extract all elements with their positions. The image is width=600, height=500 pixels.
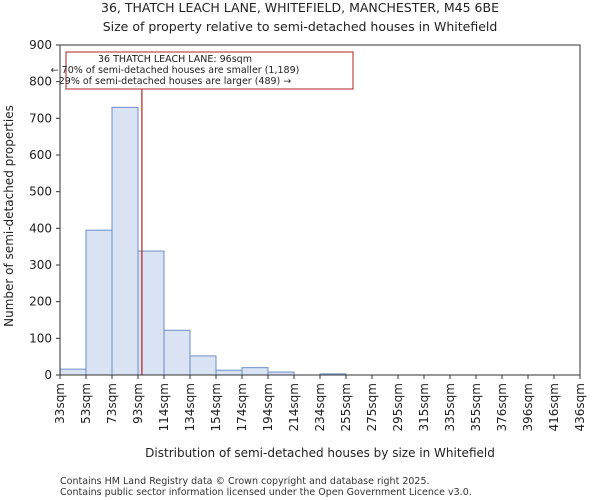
- y-tick-label: 500: [29, 185, 52, 199]
- bar-114sqm: [163, 329, 191, 376]
- y-axis-label: Number of semi-detached properties: [2, 105, 16, 327]
- y-tick-label: 0: [44, 368, 52, 382]
- annotation-line1: 36 THATCH LEACH LANE: 96sqm: [98, 54, 252, 65]
- x-tick-label: 295sqm: [391, 383, 405, 431]
- y-tick-label: 100: [29, 331, 52, 345]
- y-tick-label: 200: [29, 295, 52, 309]
- x-tick-label: 53sqm: [79, 383, 93, 424]
- x-axis-label: Distribution of semi-detached houses by …: [145, 446, 495, 460]
- x-tick-label: 335sqm: [443, 383, 457, 431]
- bars: [59, 106, 347, 376]
- x-tick-label: 73sqm: [105, 383, 119, 424]
- annotation-box: [65, 51, 354, 90]
- bar-134sqm: [189, 355, 217, 376]
- annotation-line2: ← 70% of semi-detached houses are smalle…: [51, 65, 300, 76]
- x-tick-label: 134sqm: [183, 383, 197, 431]
- x-tick-label: 355sqm: [469, 383, 483, 431]
- y-tick-labels: 0 100 200 300 400 500 600 700 800 900: [29, 38, 60, 382]
- chart-title-line2: Size of property relative to semi-detach…: [103, 19, 498, 34]
- x-tick-label: 33sqm: [53, 383, 67, 424]
- plot-frame: [59, 44, 581, 376]
- y-tick-label: 900: [29, 38, 52, 52]
- y-tick-label: 700: [29, 111, 52, 125]
- x-tick-labels: 33sqm 53sqm 73sqm 93sqm 114sqm 134sqm 154sqm 17…: [53, 375, 587, 431]
- x-tick-label: 234sqm: [313, 383, 327, 431]
- footer-line1: Contains HM Land Registry data © Crown c…: [60, 476, 430, 487]
- x-tick-label: 174sqm: [235, 383, 249, 431]
- annotation-line3: 29% of semi-detached houses are larger (…: [59, 76, 292, 87]
- y-tick-label: 400: [29, 221, 52, 235]
- bar-33sqm: [59, 368, 87, 376]
- bar-154sqm: [215, 369, 243, 376]
- bar-174sqm: [241, 367, 269, 376]
- x-tick-label: 114sqm: [157, 383, 171, 431]
- y-tick-label: 800: [29, 75, 52, 89]
- x-tick-label: 255sqm: [339, 383, 353, 431]
- x-tick-label: 436sqm: [573, 383, 587, 431]
- y-tick-label: 300: [29, 258, 52, 272]
- x-tick-label: 214sqm: [287, 383, 301, 431]
- x-tick-label: 275sqm: [365, 383, 379, 431]
- y-tick-label: 600: [29, 148, 52, 162]
- x-tick-label: 396sqm: [521, 383, 535, 431]
- x-tick-label: 93sqm: [131, 383, 145, 424]
- bar-53sqm: [85, 229, 113, 376]
- bar-73sqm: [111, 106, 139, 376]
- x-tick-label: 376sqm: [495, 383, 509, 431]
- footer-line2: Contains public sector information licen…: [60, 487, 472, 498]
- x-tick-label: 416sqm: [547, 383, 561, 431]
- x-tick-label: 315sqm: [417, 383, 431, 431]
- chart-title-line1: 36, THATCH LEACH LANE, WHITEFIELD, MANCH…: [101, 0, 499, 15]
- x-tick-label: 194sqm: [261, 383, 275, 431]
- x-tick-label: 154sqm: [209, 383, 223, 431]
